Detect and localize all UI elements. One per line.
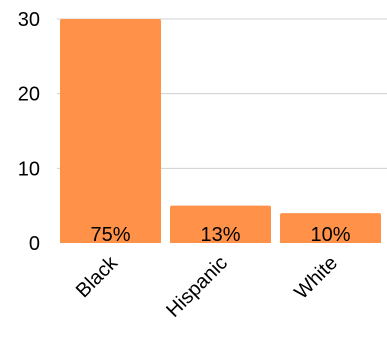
x-axis-ticks: Black Hispanic White — [72, 251, 342, 322]
y-axis-ticks: 0 10 20 30 — [18, 9, 40, 255]
data-label: 75% — [90, 224, 130, 246]
y-tick-label: 0 — [29, 233, 40, 255]
data-label: 10% — [310, 224, 350, 246]
bar-hispanic — [170, 205, 271, 243]
bar-white — [280, 213, 381, 243]
x-tick-label: Hispanic — [162, 252, 232, 322]
y-tick-label: 20 — [18, 84, 40, 106]
x-tick-label: Black — [72, 251, 123, 302]
data-label: 13% — [200, 224, 240, 246]
data-labels: 75% 13% 10% — [90, 224, 350, 246]
x-tick-label: White — [290, 252, 342, 304]
y-tick-label: 30 — [18, 9, 40, 31]
bars — [60, 19, 381, 243]
y-tick-label: 10 — [18, 158, 40, 180]
bar-black — [60, 19, 161, 243]
